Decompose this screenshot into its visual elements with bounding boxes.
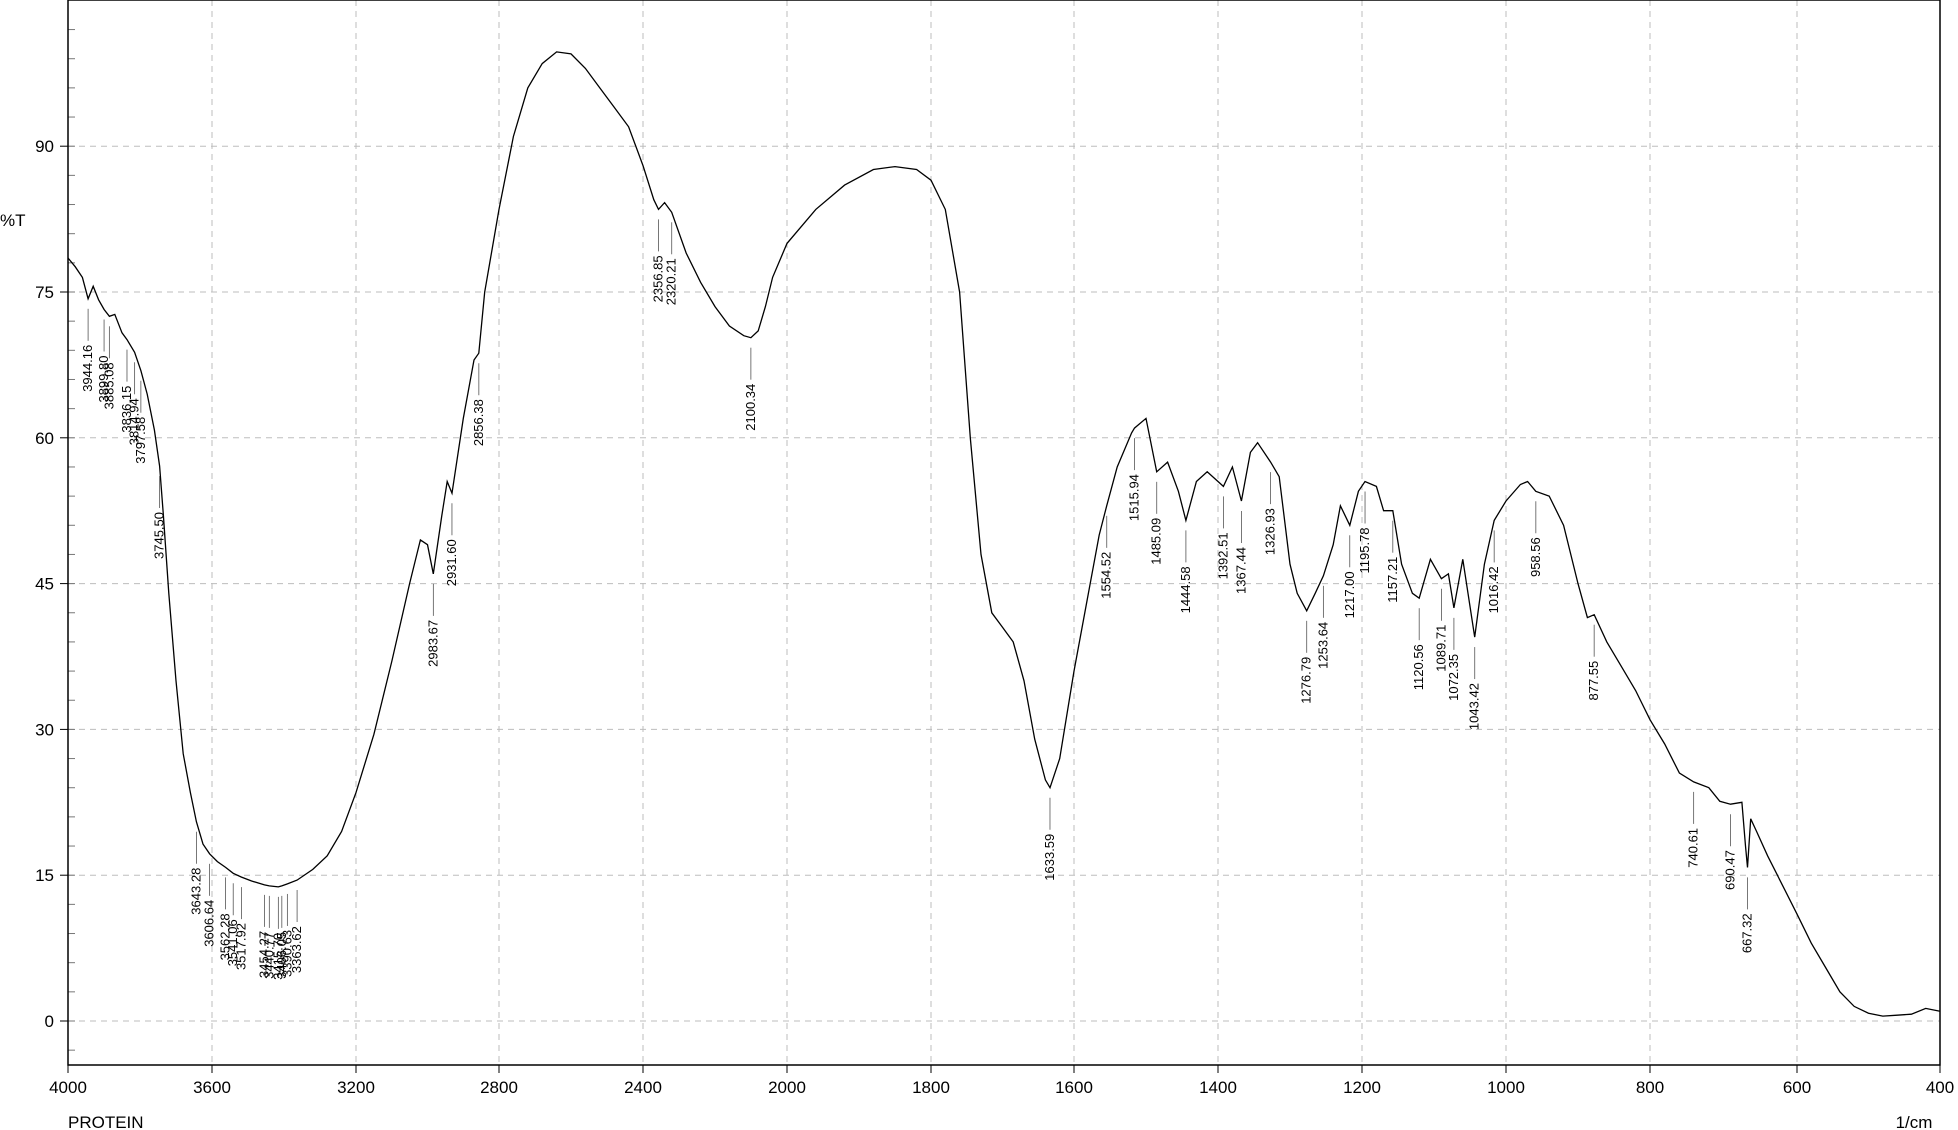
sample-label: PROTEIN [68, 1113, 144, 1130]
y-tick-label: 0 [45, 1012, 54, 1031]
peak-label: 3390.63 [279, 930, 294, 977]
peak-label: 3899.80 [96, 356, 111, 403]
peak-label: 1195.78 [1357, 527, 1372, 573]
peak-label: 1089.71 [1433, 625, 1448, 672]
x-tick-label: 3200 [337, 1078, 375, 1097]
peak-label: 2931.60 [444, 539, 459, 586]
y-tick-label: 45 [35, 575, 54, 594]
spectrum-line [67, 51, 1941, 1017]
peak-label: 1120.56 [1411, 644, 1426, 690]
y-tick-label: 15 [35, 866, 54, 885]
x-axis-title: 1/cm [1896, 1113, 1933, 1130]
peak-label: 1554.52 [1099, 552, 1114, 599]
x-tick-label: 1000 [1487, 1078, 1525, 1097]
peak-label: 2356.85 [650, 255, 665, 302]
x-tick-label: 1600 [1055, 1078, 1093, 1097]
peak-label: 3406.05 [274, 932, 289, 979]
peak-label: 3836.15 [119, 386, 134, 433]
peak-label: 3454.27 [257, 931, 272, 978]
y-minor-ticks [68, 29, 75, 1051]
peak-label: 1485.09 [1149, 518, 1164, 565]
peak-label: 1253.64 [1315, 622, 1330, 669]
peak-label: 2320.21 [664, 258, 679, 305]
x-tick-label: 1800 [912, 1078, 950, 1097]
grid-lines [68, 0, 1940, 1065]
peak-label: 1217.00 [1342, 571, 1357, 618]
x-tick-label: 400 [1926, 1078, 1954, 1097]
peak-label: 3440.77 [261, 932, 276, 979]
peak-label: 2983.67 [425, 620, 440, 667]
plot-frame [67, 0, 1941, 1066]
x-tick-label: 600 [1783, 1078, 1811, 1097]
x-tick-label: 800 [1636, 1078, 1664, 1097]
peak-label: 1444.58 [1178, 566, 1193, 613]
peak-label: 3797.58 [133, 417, 148, 464]
x-tick-label: 2000 [768, 1078, 806, 1097]
peak-label: 3562.28 [218, 913, 233, 960]
peak-label: 3643.28 [188, 868, 203, 915]
peak-label: 740.61 [1686, 828, 1701, 868]
y-tick-label: 75 [35, 283, 54, 302]
x-tick-label: 1200 [1343, 1078, 1381, 1097]
x-tick-label: 4000 [49, 1078, 87, 1097]
peak-label: 1072.35 [1446, 654, 1461, 701]
x-tick-label: 2800 [480, 1078, 518, 1097]
y-axis-title: %T [0, 211, 26, 230]
peak-label: 877.55 [1586, 661, 1601, 701]
y-tick-label: 60 [35, 429, 54, 448]
x-tick-label: 1400 [1199, 1078, 1237, 1097]
peak-label: 1515.94 [1126, 474, 1141, 521]
peak-label: 3363.62 [289, 926, 304, 973]
peak-label: 1016.42 [1486, 566, 1501, 613]
y-tick-label: 90 [35, 137, 54, 156]
peak-label: 1367.44 [1233, 547, 1248, 594]
peak-label: 1633.59 [1042, 834, 1057, 881]
peak-label: 3885.08 [101, 362, 116, 409]
peak-label: 2100.34 [743, 384, 758, 431]
y-axis-ticks: 0 15 30 45 60 75 90 [35, 137, 68, 1031]
peak-label: 1276.79 [1299, 657, 1314, 704]
peak-label: 2856.38 [471, 399, 486, 446]
y-tick-label: 30 [35, 720, 54, 739]
peak-label: 3944.16 [80, 345, 95, 392]
peak-label: 958.56 [1528, 537, 1543, 577]
peak-label: 1326.93 [1263, 508, 1278, 555]
x-axis-ticks: 4000 3600 3200 2800 2400 2000 1800 1600 1400 1200… [49, 1065, 1954, 1097]
peak-label: 1392.51 [1215, 532, 1230, 579]
x-tick-label: 3600 [193, 1078, 231, 1097]
peak-label: 1043.42 [1467, 683, 1482, 730]
peak-label: 3415.70 [270, 933, 285, 980]
peak-label: 3517.92 [234, 923, 249, 970]
peak-label: 3541.06 [225, 919, 240, 966]
peak-label: 690.47 [1723, 850, 1738, 890]
x-tick-label: 2400 [624, 1078, 662, 1097]
peak-label: 3745.50 [152, 512, 167, 559]
peak-label: 3606.64 [202, 900, 217, 947]
peak-label: 1157.21 [1385, 557, 1400, 603]
peak-label: 3814.94 [127, 398, 142, 445]
peak-label: 667.32 [1740, 913, 1755, 953]
